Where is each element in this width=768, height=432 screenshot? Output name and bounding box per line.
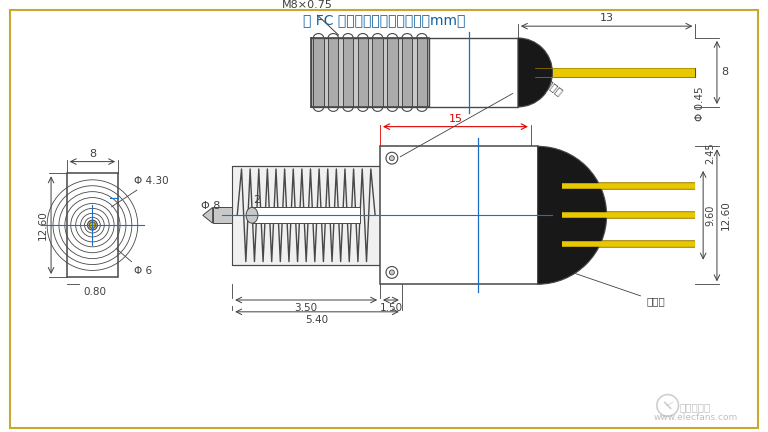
Text: Φ 6: Φ 6 — [116, 248, 152, 276]
Text: 5.40: 5.40 — [306, 315, 329, 325]
Bar — [380, 146, 538, 284]
Bar — [372, 38, 382, 107]
Bar — [328, 38, 339, 107]
Circle shape — [389, 156, 394, 161]
Text: 8: 8 — [89, 149, 96, 159]
Bar — [535, 67, 695, 77]
Text: M8×0.75: M8×0.75 — [282, 0, 339, 35]
Text: 8: 8 — [721, 67, 728, 77]
Circle shape — [389, 270, 394, 275]
Text: 12.60: 12.60 — [38, 210, 48, 240]
Bar — [358, 38, 368, 107]
Bar — [311, 38, 429, 107]
Circle shape — [89, 222, 95, 228]
Bar — [213, 207, 232, 223]
Text: 0.80: 0.80 — [83, 287, 106, 297]
Text: 2-M2螺纹通孔: 2-M2螺纹通孔 — [400, 58, 564, 157]
Bar — [402, 38, 412, 107]
Text: 15: 15 — [449, 114, 462, 124]
Ellipse shape — [246, 207, 258, 223]
Bar — [232, 166, 380, 264]
Text: Φ 4.30: Φ 4.30 — [111, 176, 168, 207]
Bar — [343, 38, 353, 107]
Text: 密封胶: 密封胶 — [574, 273, 665, 306]
Circle shape — [386, 267, 398, 278]
Text: www.elecfans.com: www.elecfans.com — [653, 413, 737, 422]
Text: 13: 13 — [600, 13, 614, 23]
Circle shape — [88, 220, 98, 230]
Circle shape — [386, 152, 398, 164]
Text: Φ 0.45: Φ 0.45 — [695, 86, 705, 121]
Text: 9.60: 9.60 — [705, 205, 715, 226]
Polygon shape — [203, 207, 213, 223]
Text: 2.45: 2.45 — [705, 143, 715, 164]
Text: 3.50: 3.50 — [295, 303, 318, 313]
Text: 1.50: 1.50 — [379, 303, 402, 313]
Bar — [67, 173, 118, 277]
Bar — [252, 207, 360, 223]
Bar — [417, 38, 427, 107]
Text: 电子发烧友: 电子发烧友 — [680, 403, 711, 413]
Bar — [429, 38, 518, 107]
Text: 12.60: 12.60 — [721, 200, 731, 230]
Bar — [313, 38, 323, 107]
Text: 带 FC 法兰产品尺寸图（单位：mm）: 带 FC 法兰产品尺寸图（单位：mm） — [303, 13, 465, 27]
Wedge shape — [538, 146, 607, 284]
Text: 2: 2 — [253, 195, 260, 206]
Text: Φ 8: Φ 8 — [201, 201, 220, 211]
Wedge shape — [518, 38, 552, 107]
Bar — [387, 38, 398, 107]
